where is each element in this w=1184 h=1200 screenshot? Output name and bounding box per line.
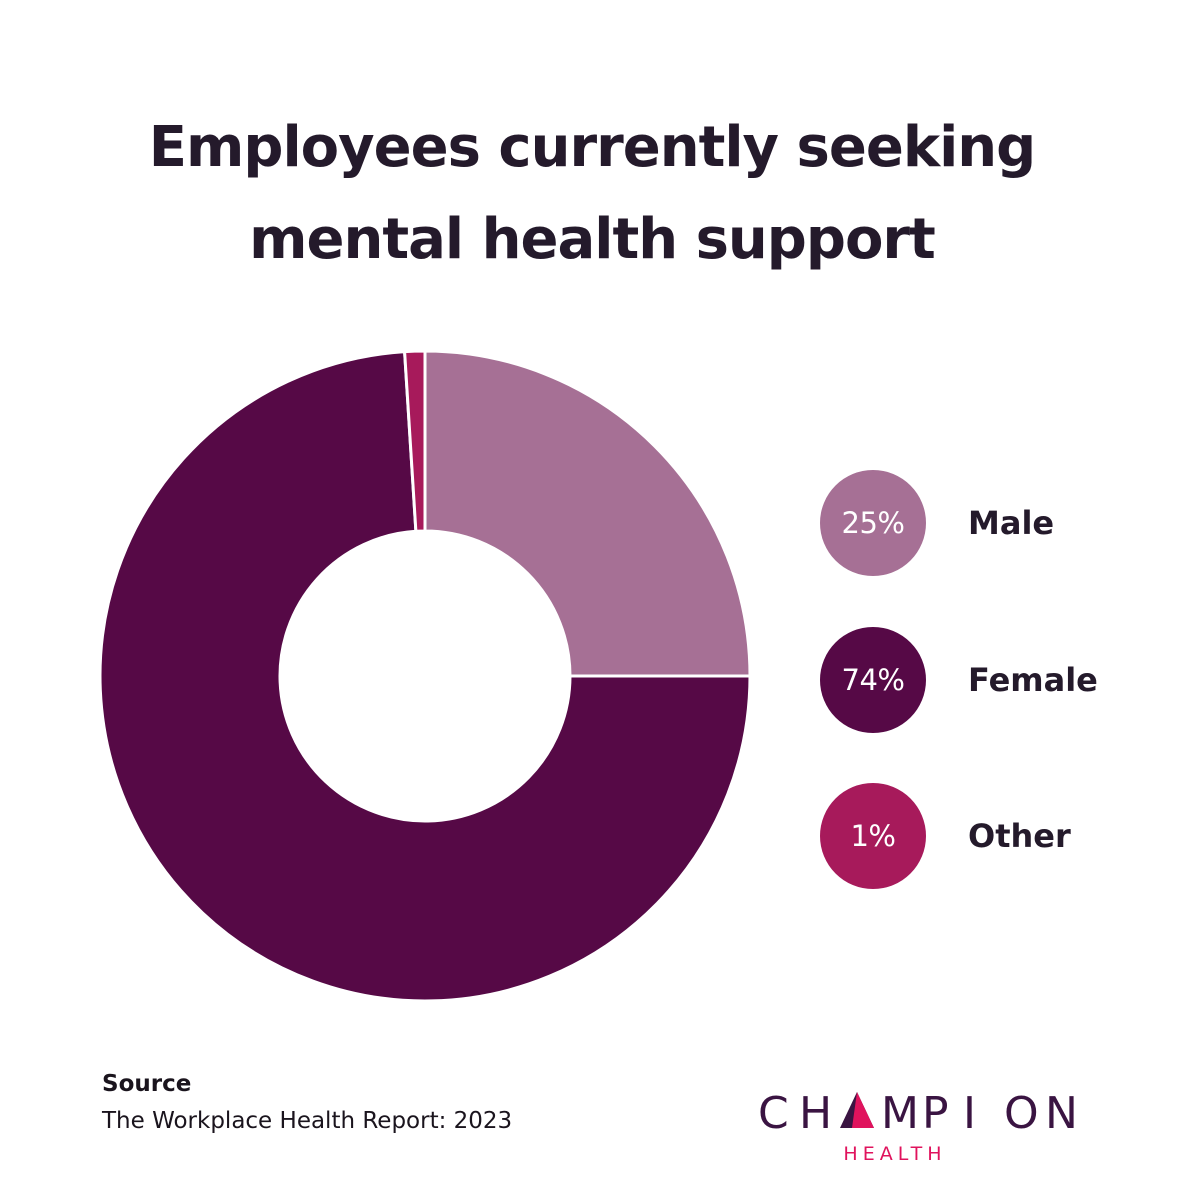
donut-slices [98, 349, 752, 1003]
source-heading: Source [102, 1071, 192, 1097]
logo-letter: N [1045, 1088, 1078, 1139]
logo-triangle-accent [852, 1092, 874, 1128]
legend-item-other: 1% Other [820, 783, 1140, 889]
logo-letter: H [799, 1088, 832, 1139]
legend-label-male: Male [968, 504, 1055, 542]
source-text: The Workplace Health Report: 2023 [102, 1108, 513, 1134]
legend-badge-female: 74% [820, 627, 926, 733]
chart-title-line-1: Employees currently seeking [148, 115, 1036, 180]
source-block: Source The Workplace Health Report: 2023 [102, 1067, 512, 1141]
legend-badge-other: 1% [820, 783, 926, 889]
logo-letter: C [758, 1088, 789, 1139]
donut-slice-male [423, 349, 752, 678]
legend-badge-male: 25% [820, 470, 926, 576]
logo-letter: P [922, 1088, 949, 1139]
chart-title-line-2: mental health support [249, 207, 936, 272]
legend-label-other: Other [968, 817, 1071, 855]
logo-letter: M [881, 1088, 919, 1139]
chart-title: Employees currently seeking mental healt… [0, 102, 1184, 286]
donut-slice-female [98, 350, 752, 1003]
logo-subtext: HEALTH [843, 1143, 946, 1165]
logo-letter: I [963, 1088, 976, 1139]
logo-letter: O [1004, 1088, 1039, 1139]
legend-label-female: Female [968, 661, 1098, 699]
legend-item-female: 74% Female [820, 627, 1140, 733]
donut-slice-other [403, 349, 427, 533]
legend-item-male: 25% Male [820, 470, 1140, 576]
